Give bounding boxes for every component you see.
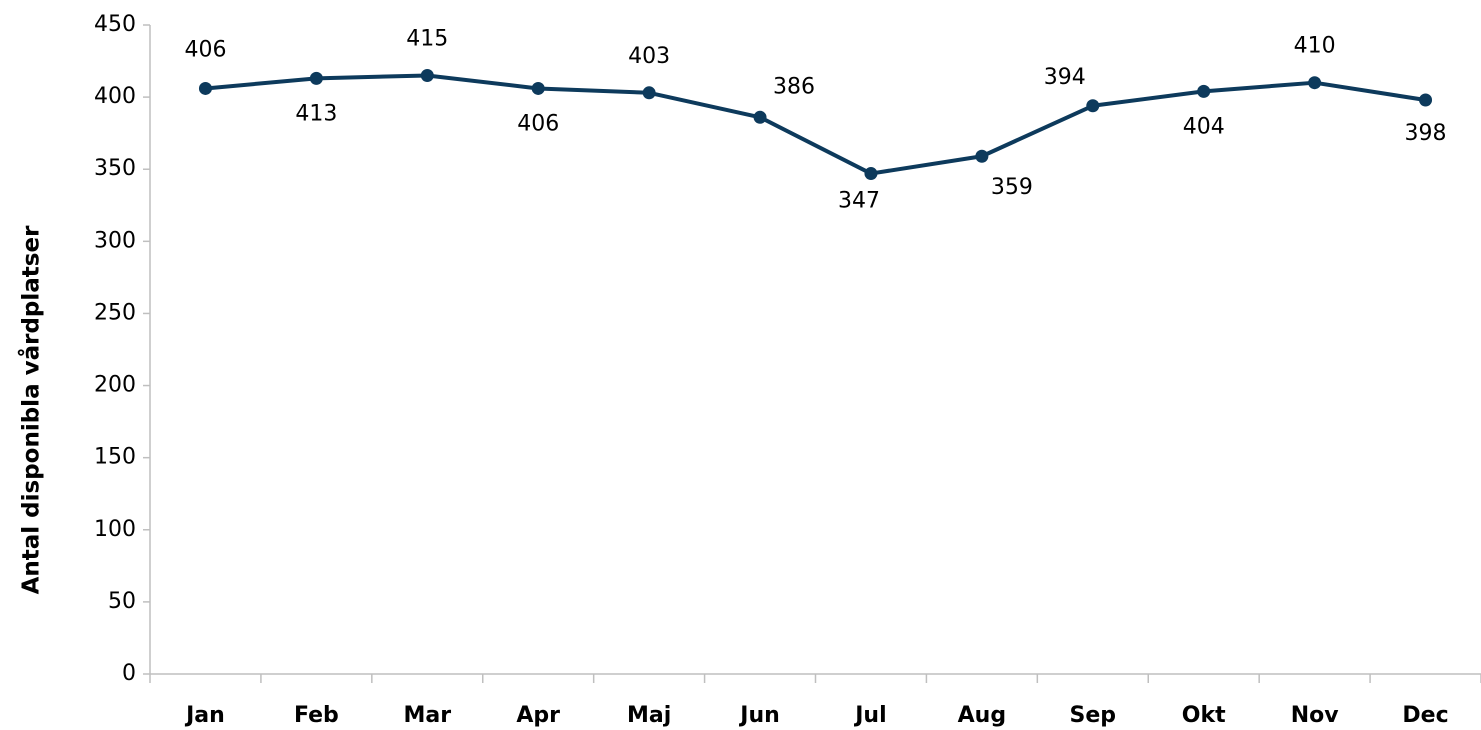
x-tick-label: Apr — [516, 703, 560, 728]
point — [1419, 93, 1433, 107]
x-tick-label: Dec — [1402, 703, 1448, 728]
x-tick-label: Maj — [627, 703, 671, 728]
data-label: 359 — [991, 175, 1033, 200]
y-tick-label: 150 — [94, 445, 136, 470]
point — [975, 149, 989, 163]
y-tick-label: 350 — [94, 156, 136, 181]
point — [642, 86, 656, 100]
data-label: 394 — [1044, 65, 1086, 90]
x-tick-label: Feb — [294, 703, 339, 728]
point — [420, 68, 434, 82]
x-tick-label: Aug — [958, 703, 1006, 728]
x-tick-label: Mar — [403, 703, 451, 728]
y-tick-label: 0 — [122, 661, 136, 686]
point — [531, 81, 545, 95]
point — [753, 110, 767, 124]
data-label: 403 — [628, 44, 670, 69]
data-label: 415 — [406, 26, 448, 51]
y-tick-label: 250 — [94, 300, 136, 325]
x-tick-label: Nov — [1291, 703, 1340, 728]
y-tick-label: 300 — [94, 228, 136, 253]
data-label: 406 — [517, 111, 559, 136]
data-label: 413 — [295, 101, 337, 126]
data-label: 406 — [184, 37, 226, 62]
x-tick-label: Jun — [738, 703, 780, 728]
data-label: 398 — [1405, 121, 1447, 146]
y-tick-label: 50 — [108, 589, 136, 614]
data-label: 410 — [1294, 34, 1336, 59]
y-tick-label: 400 — [94, 84, 136, 109]
x-tick-label: Okt — [1182, 703, 1226, 728]
point — [309, 71, 323, 85]
x-tick-label: Jan — [184, 703, 225, 728]
point — [1308, 76, 1322, 90]
point — [198, 81, 212, 95]
point — [1197, 84, 1211, 98]
y-tick-label: 450 — [94, 12, 136, 37]
y-tick-label: 100 — [94, 517, 136, 542]
x-tick-label: Sep — [1070, 703, 1117, 728]
line — [205, 73, 1426, 176]
data-label: 347 — [838, 189, 880, 214]
data-label: 386 — [773, 74, 815, 99]
y-tick-label: 200 — [94, 373, 136, 398]
point — [1086, 99, 1100, 113]
point — [864, 167, 878, 181]
data-label: 404 — [1183, 114, 1225, 139]
y-axis-label: Antal disponibla vårdplatser — [18, 225, 45, 594]
x-tick-label: Jul — [853, 703, 886, 728]
